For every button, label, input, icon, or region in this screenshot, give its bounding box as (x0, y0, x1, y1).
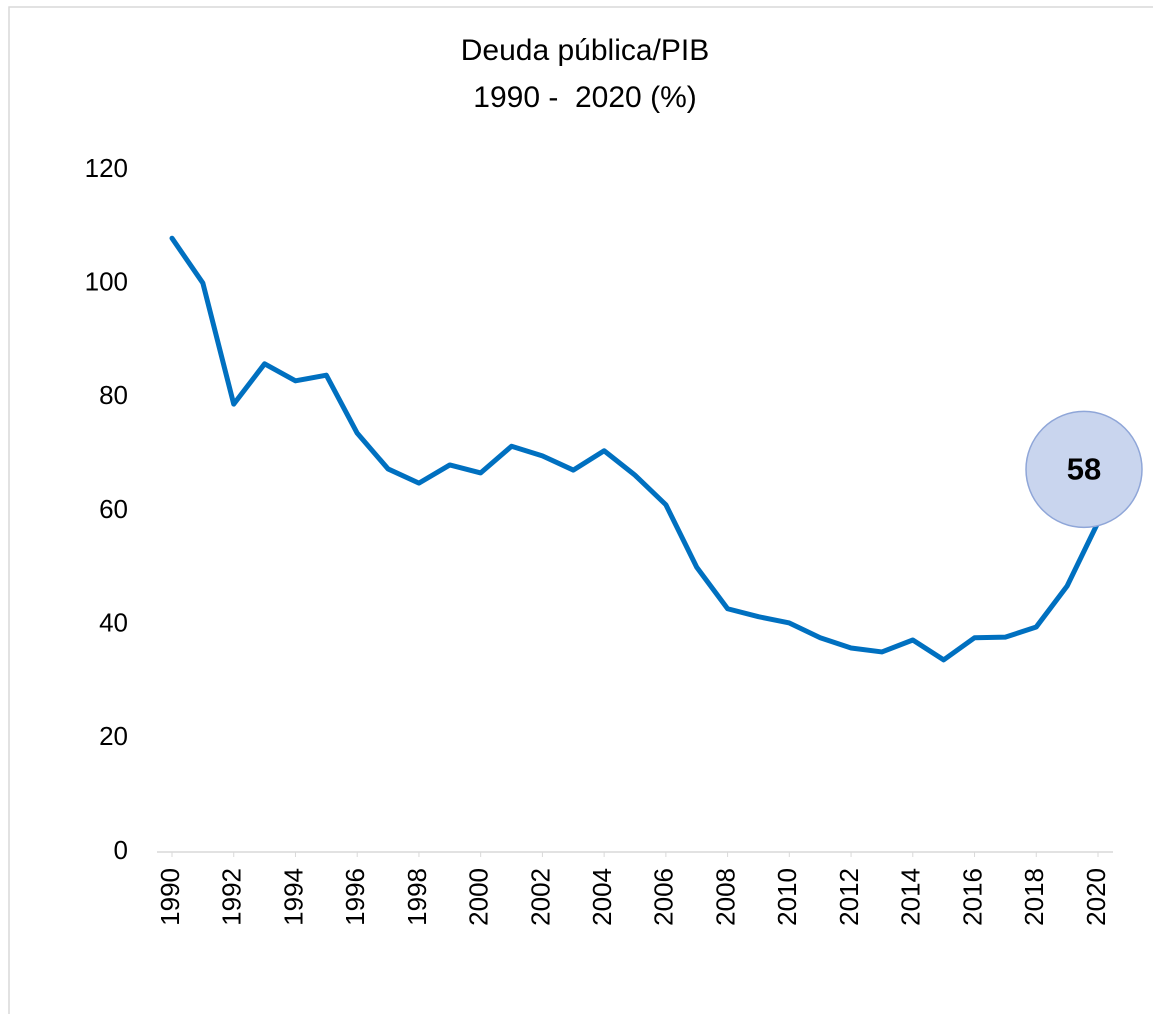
x-tick-label: 2012 (834, 868, 864, 926)
y-tick-label: 20 (99, 721, 128, 751)
x-tick-label: 1998 (402, 868, 432, 926)
y-tick-label: 0 (114, 835, 128, 865)
x-tick-label: 2004 (587, 868, 617, 926)
data-line (169, 235, 1101, 663)
x-tick-label: 2016 (957, 868, 987, 926)
x-tick-label: 2014 (896, 868, 926, 926)
data-label-bubble (1025, 410, 1143, 529)
x-tick-label: 2020 (1081, 868, 1111, 926)
x-tick-label: 2008 (710, 868, 740, 926)
x-tick-label: 1996 (340, 868, 370, 926)
x-tick-label: 2000 (464, 868, 494, 926)
y-tick-label: 60 (99, 494, 128, 524)
data-label: 58 (1067, 452, 1101, 487)
x-tick-label: 2018 (1019, 868, 1049, 926)
x-tick-label: 1994 (278, 868, 308, 926)
x-tick-label: 2006 (649, 868, 679, 926)
chart-title: Deuda pública/PIB (461, 34, 710, 67)
chart-frame (8, 6, 1153, 1014)
x-tick-label: 2002 (525, 868, 555, 926)
y-tick-label: 80 (99, 380, 128, 410)
x-tick-label: 1990 (155, 868, 185, 926)
y-tick-label: 100 (85, 267, 128, 297)
y-tick-label: 120 (85, 153, 128, 183)
x-tick-label: 1992 (217, 868, 247, 926)
y-tick-label: 40 (99, 608, 128, 638)
chart-subtitle: 1990 - 2020 (%) (473, 81, 696, 114)
x-tick-label: 2010 (772, 868, 802, 926)
